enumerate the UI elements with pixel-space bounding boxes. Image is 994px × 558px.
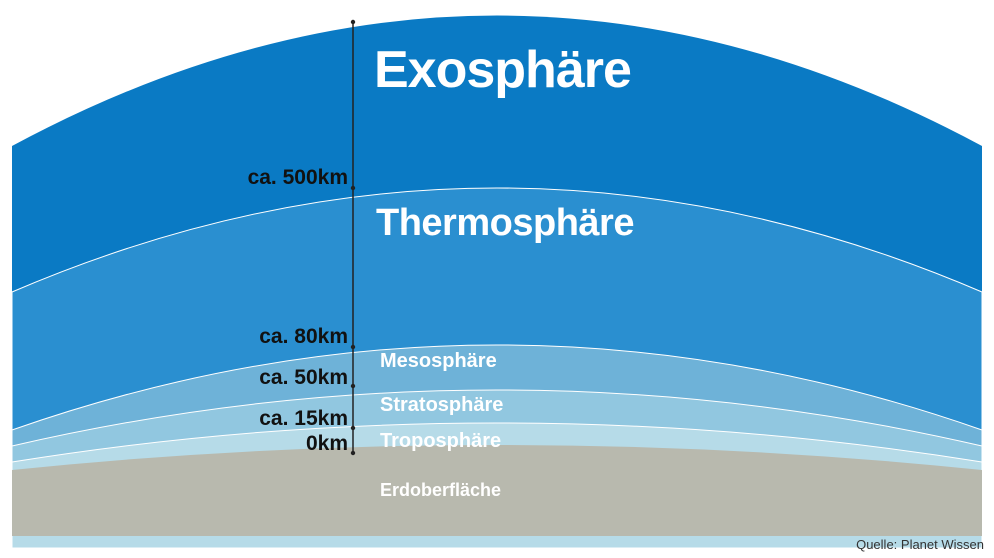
- altitude-top-dot: [350, 19, 356, 25]
- altitude-label-15: ca. 15km: [259, 407, 348, 430]
- thermosphere-label: Thermosphäre: [376, 202, 634, 244]
- exosphere-label: Exosphäre: [374, 41, 632, 99]
- earth-surface: [12, 445, 982, 536]
- altitude-label-50: ca. 50km: [259, 366, 348, 389]
- altitude-dot-500: [350, 185, 356, 191]
- altitude-dot-50: [350, 383, 356, 389]
- altitude-label-500: ca. 500km: [247, 166, 348, 189]
- altitude-dot-0: [350, 450, 356, 456]
- altitude-label-0: 0km: [305, 432, 348, 455]
- altitude-dot-15: [350, 425, 356, 431]
- mesosphere-label: Mesosphäre: [380, 350, 497, 372]
- source-credit: Quelle: Planet Wissen: [856, 537, 984, 552]
- altitude-label-80: ca. 80km: [259, 325, 348, 348]
- earth-surface-label: Erdoberfläche: [380, 480, 502, 500]
- stratosphere-label: Stratosphäre: [380, 394, 504, 416]
- altitude-dot-80: [350, 344, 356, 350]
- troposphere-label: Troposphäre: [380, 430, 502, 452]
